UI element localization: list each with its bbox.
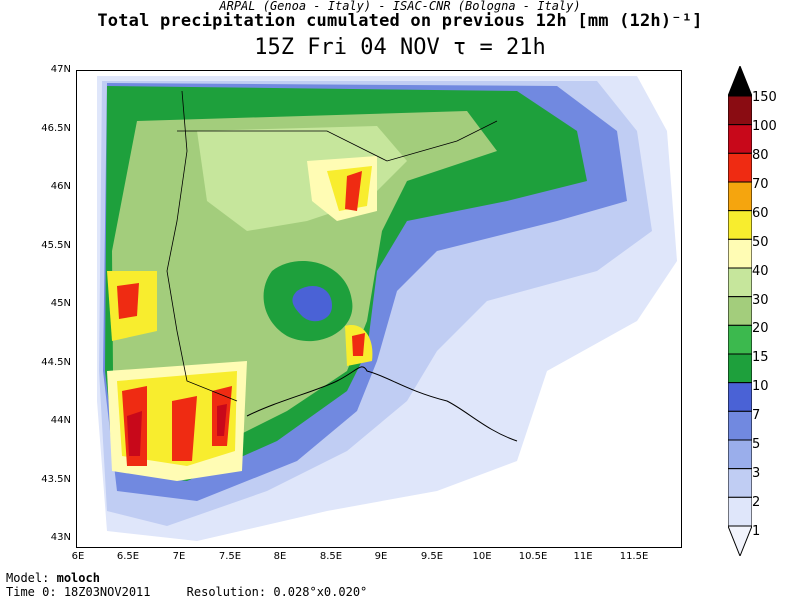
colorbar-swatch: [728, 152, 752, 183]
colorbar-level-label: 80: [752, 148, 769, 163]
colorbar-level-label: 20: [752, 321, 769, 336]
lat-label: 43N: [50, 532, 71, 543]
colorbar-swatch: [728, 124, 752, 154]
colorbar-level-label: 70: [752, 177, 769, 192]
colorbar-swatch: [728, 324, 752, 355]
lon-label: 11.5E: [619, 551, 649, 562]
precip-core-80mm-west: [127, 404, 227, 456]
precip-core-70mm-center: [352, 333, 365, 356]
model-info: Model: moloch: [6, 571, 100, 585]
time-value: 18Z03NOV2011: [63, 585, 151, 599]
lat-label: 44N: [50, 415, 71, 426]
colorbar-level-label: 3: [752, 466, 761, 481]
lon-label: 9.5E: [420, 551, 444, 562]
colorbar-swatch: [728, 353, 752, 384]
precip-core-70mm-sw: [117, 283, 139, 319]
lon-label: 10.5E: [518, 551, 548, 562]
credit-line: ARPAL (Genoa - Italy) - ISAC-CNR (Bologn…: [219, 0, 581, 13]
lat-label: 46N: [50, 181, 71, 192]
colorbar-level-label: 100: [752, 119, 777, 134]
precipitation-field: [97, 76, 677, 541]
lat-label: 45.5N: [41, 240, 71, 251]
colorbar-level-label: 150: [752, 90, 777, 105]
lat-label: 46.5N: [41, 123, 71, 134]
precip-core-70mm-north: [345, 171, 362, 211]
lon-label: 8E: [273, 551, 287, 562]
colorbar-top-arrow: [728, 66, 752, 97]
lat-label: 47N: [50, 64, 71, 75]
lon-label: 7E: [172, 551, 186, 562]
colorbar-swatch: [728, 181, 752, 212]
colorbar-level-label: 40: [752, 264, 769, 279]
colorbar-swatch: [728, 95, 752, 126]
lon-label: 6.5E: [116, 551, 140, 562]
resolution-label: Resolution:: [186, 585, 267, 599]
colorbar-swatch: [728, 238, 752, 269]
time-label: Time 0:: [6, 585, 57, 599]
colorbar-level-label: 50: [752, 235, 769, 250]
colorbar-level-label: 7: [752, 408, 761, 423]
colorbar-level-label: 5: [752, 437, 761, 452]
colorbar-swatch: [728, 267, 752, 298]
precip-band-7mm-inner: [292, 286, 332, 322]
lon-label: 10E: [472, 551, 492, 562]
lon-label: 6E: [71, 551, 85, 562]
lat-label: 45N: [50, 298, 71, 309]
precipitation-map: [76, 70, 682, 548]
lat-label: 43.5N: [41, 474, 71, 485]
coastline: [246, 366, 518, 442]
colorbar-swatch: [728, 382, 752, 412]
run-info: Time 0: 18Z03NOV2011 Resolution: 0.028°x…: [6, 585, 367, 599]
borders: [166, 90, 498, 402]
colorbar-level-label: 15: [752, 350, 769, 365]
colorbar-swatch: [728, 296, 752, 326]
map-title: Total precipitation cumulated on previou…: [97, 11, 703, 31]
colorbar-swatch: [728, 210, 752, 240]
model-label: Model:: [6, 571, 50, 585]
colorbar-level-label: 30: [752, 293, 769, 308]
colorbar-swatch: [728, 410, 752, 441]
lat-label: 44.5N: [41, 357, 71, 368]
lon-label: 9E: [374, 551, 388, 562]
precip-core-70mm-west: [122, 386, 232, 466]
lon-label: 11E: [573, 551, 593, 562]
colorbar-level-label: 1: [752, 524, 761, 539]
colorbar-level-label: 60: [752, 206, 769, 221]
lon-label: 8.5E: [319, 551, 343, 562]
map-subtitle: 15Z Fri 04 NOV τ = 21h: [254, 35, 546, 60]
colorbar-scale: [728, 66, 752, 556]
resolution-value: 0.028°x0.020°: [273, 585, 368, 599]
colorbar-level-label: 10: [752, 379, 769, 394]
colorbar-swatch: [728, 439, 752, 470]
model-value: moloch: [56, 571, 100, 585]
colorbar-swatch: [728, 468, 752, 498]
colorbar-level-label: 2: [752, 495, 761, 510]
colorbar-bottom-arrow: [728, 525, 752, 556]
lon-label: 7.5E: [218, 551, 242, 562]
colorbar-swatch: [728, 496, 752, 527]
